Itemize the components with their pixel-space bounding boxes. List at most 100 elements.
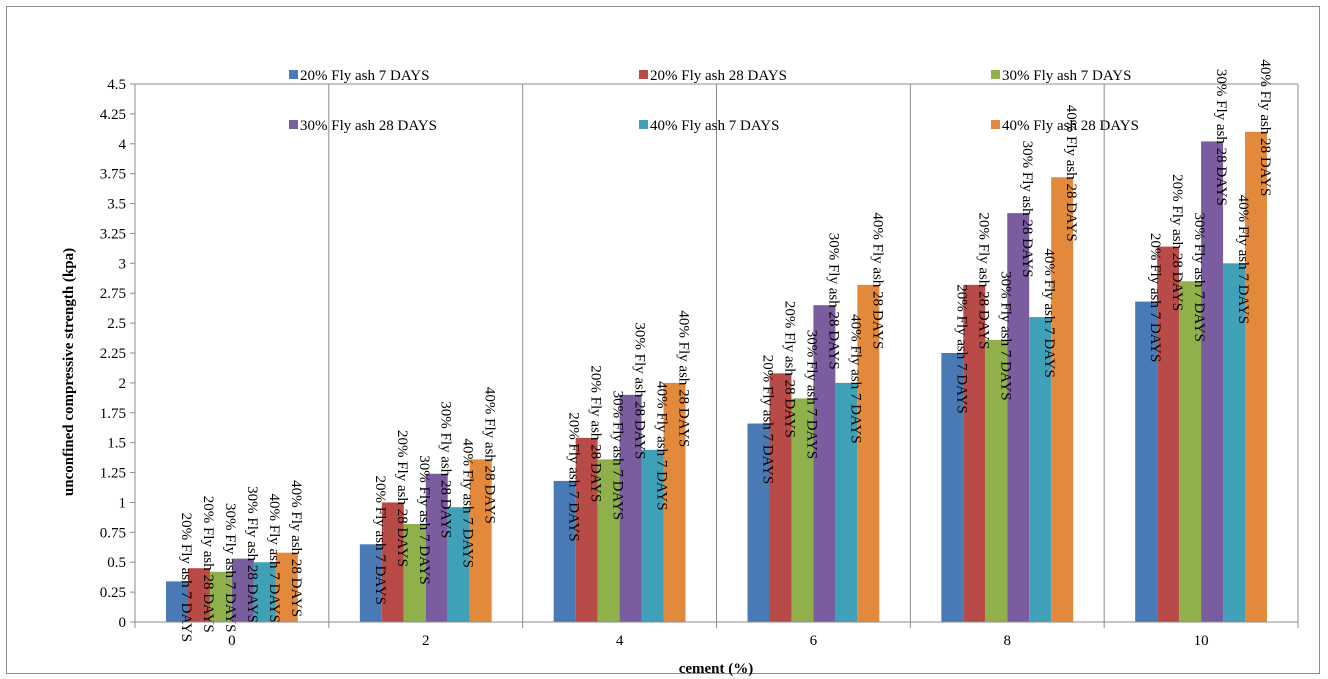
- data-label: 30% Fly ash 7 DAYS: [803, 330, 819, 459]
- y-tick-label: 1: [119, 495, 127, 511]
- bar: [381, 502, 404, 622]
- y-tick-label: 3: [119, 256, 127, 272]
- bar: [575, 437, 598, 622]
- bar: [253, 562, 276, 622]
- gridlines: [134, 83, 1299, 622]
- bar: [425, 473, 448, 622]
- data-label: 30% Fly ash 7 DAYS: [1191, 213, 1207, 342]
- axes: 0 0.25 0.5 0.75 1 1.25 1.5 1.75 2 2.25 2.5 2.75 3 3.2…: [100, 77, 1299, 649]
- y-tick-label: 2.5: [107, 316, 126, 332]
- legend-label: 30% Fly ash 28 DAYS: [300, 118, 437, 134]
- y-tick-label: 4.5: [107, 77, 126, 93]
- bar: [985, 339, 1008, 622]
- data-label: 30% Fly ash 28 DAYS: [244, 486, 260, 623]
- y-tick-label: 1.25: [100, 466, 126, 482]
- data-label: 20% Fly ash 7 DAYS: [566, 412, 582, 541]
- bar: [359, 544, 382, 622]
- x-tick-label: 0: [228, 633, 236, 649]
- data-label: 40% Fly ash 28 DAYS: [676, 310, 692, 447]
- y-tick-label: 3.25: [100, 226, 126, 242]
- bar: [403, 523, 426, 622]
- x-tick-label: 10: [1194, 633, 1209, 649]
- bar: [1223, 263, 1246, 622]
- legend-label: 20% Fly ash 7 DAYS: [300, 68, 429, 84]
- data-label: 30% Fly ash 7 DAYS: [416, 455, 432, 584]
- legend-label: 40% Fly ash 28 DAYS: [1002, 118, 1139, 134]
- bar: [1179, 281, 1202, 622]
- legend: 20% Fly ash 7 DAYS 20% Fly ash 28 DAYS 30%…: [289, 68, 1139, 134]
- legend-swatch: [991, 70, 1000, 79]
- data-label: 30% Fly ash 7 DAYS: [222, 503, 238, 632]
- y-tick-label: 3.5: [107, 197, 126, 213]
- bars: [166, 131, 1267, 623]
- data-label: 40% Fly ash 28 DAYS: [288, 480, 304, 617]
- x-axis-title: cement (%): [679, 661, 754, 677]
- x-tick-label: 2: [422, 633, 430, 649]
- bar: [1157, 246, 1180, 622]
- data-label: 40% Fly ash 7 DAYS: [266, 493, 282, 622]
- bar: [275, 552, 298, 622]
- y-axis-title: unconfined compressive strength (kpa): [61, 248, 77, 496]
- bar: [813, 305, 836, 622]
- data-label: 20% Fly ash 28 DAYS: [588, 365, 604, 502]
- bar: [1245, 131, 1267, 623]
- y-tick-label: 0.25: [100, 585, 126, 601]
- data-label: 30% Fly ash 28 DAYS: [825, 233, 841, 370]
- bar: [166, 581, 188, 622]
- data-label: 40% Fly ash 28 DAYS: [482, 387, 498, 524]
- bar: [231, 558, 254, 622]
- x-tick-label: 8: [1004, 633, 1012, 649]
- data-label: 40% Fly ash 7 DAYS: [1041, 248, 1057, 377]
- y-tick-label: 0.75: [100, 525, 126, 541]
- y-tick-label: 1.75: [100, 406, 126, 422]
- data-label: 30% Fly ash 28 DAYS: [438, 401, 454, 538]
- data-label: 30% Fly ash 7 DAYS: [610, 391, 626, 520]
- bar: [209, 571, 232, 622]
- bar: [835, 382, 858, 622]
- data-label: 20% Fly ash 28 DAYS: [200, 496, 216, 633]
- bar: [641, 449, 664, 622]
- data-label: 30% Fly ash 7 DAYS: [997, 271, 1013, 400]
- data-label: 20% Fly ash 7 DAYS: [759, 355, 775, 484]
- x-tick-label: 6: [810, 633, 818, 649]
- legend-label: 20% Fly ash 28 DAYS: [650, 68, 787, 84]
- data-label: 40% Fly ash 7 DAYS: [847, 314, 863, 443]
- bar: [1007, 213, 1030, 622]
- data-label: 30% Fly ash 28 DAYS: [1213, 69, 1229, 206]
- bar: [791, 398, 814, 622]
- data-label: 20% Fly ash 7 DAYS: [372, 476, 388, 605]
- bar: [619, 394, 642, 622]
- legend-swatch: [639, 120, 648, 129]
- bar: [447, 507, 470, 622]
- y-tick-label: 3.75: [100, 167, 126, 183]
- data-label: 20% Fly ash 28 DAYS: [394, 430, 410, 567]
- legend-swatch: [639, 70, 648, 79]
- bar: [1029, 317, 1052, 622]
- y-tick-label: 2.75: [100, 286, 126, 302]
- data-label: 40% Fly ash 28 DAYS: [1063, 105, 1079, 242]
- bar-labels: 20% Fly ash 7 DAYS 20% Fly ash 7 DAYS 20% …: [178, 59, 1273, 642]
- bar: [1135, 301, 1158, 622]
- bar: [663, 382, 686, 622]
- data-label: 40% Fly ash 28 DAYS: [1257, 59, 1273, 196]
- legend-swatch: [991, 120, 1000, 129]
- bar: [553, 480, 576, 622]
- data-label: 20% Fly ash 28 DAYS: [1169, 174, 1185, 311]
- legend-label: 30% Fly ash 7 DAYS: [1002, 68, 1131, 84]
- bar: [1051, 177, 1074, 622]
- data-label: 30% Fly ash 28 DAYS: [632, 322, 648, 459]
- y-tick-label: 1.5: [107, 436, 126, 452]
- legend-label: 40% Fly ash 7 DAYS: [650, 118, 779, 134]
- legend-swatch: [289, 120, 298, 129]
- y-tick-label: 2.25: [100, 346, 126, 362]
- bar: [857, 284, 880, 622]
- bar: [747, 423, 770, 622]
- bar: [963, 284, 986, 622]
- bar: [1201, 141, 1224, 623]
- bar: [597, 459, 620, 622]
- y-tick-label: 2: [119, 376, 127, 392]
- data-label: 20% Fly ash 7 DAYS: [178, 513, 194, 642]
- y-tick-label: 4.25: [100, 107, 126, 123]
- data-label: 20% Fly ash 7 DAYS: [1147, 233, 1163, 362]
